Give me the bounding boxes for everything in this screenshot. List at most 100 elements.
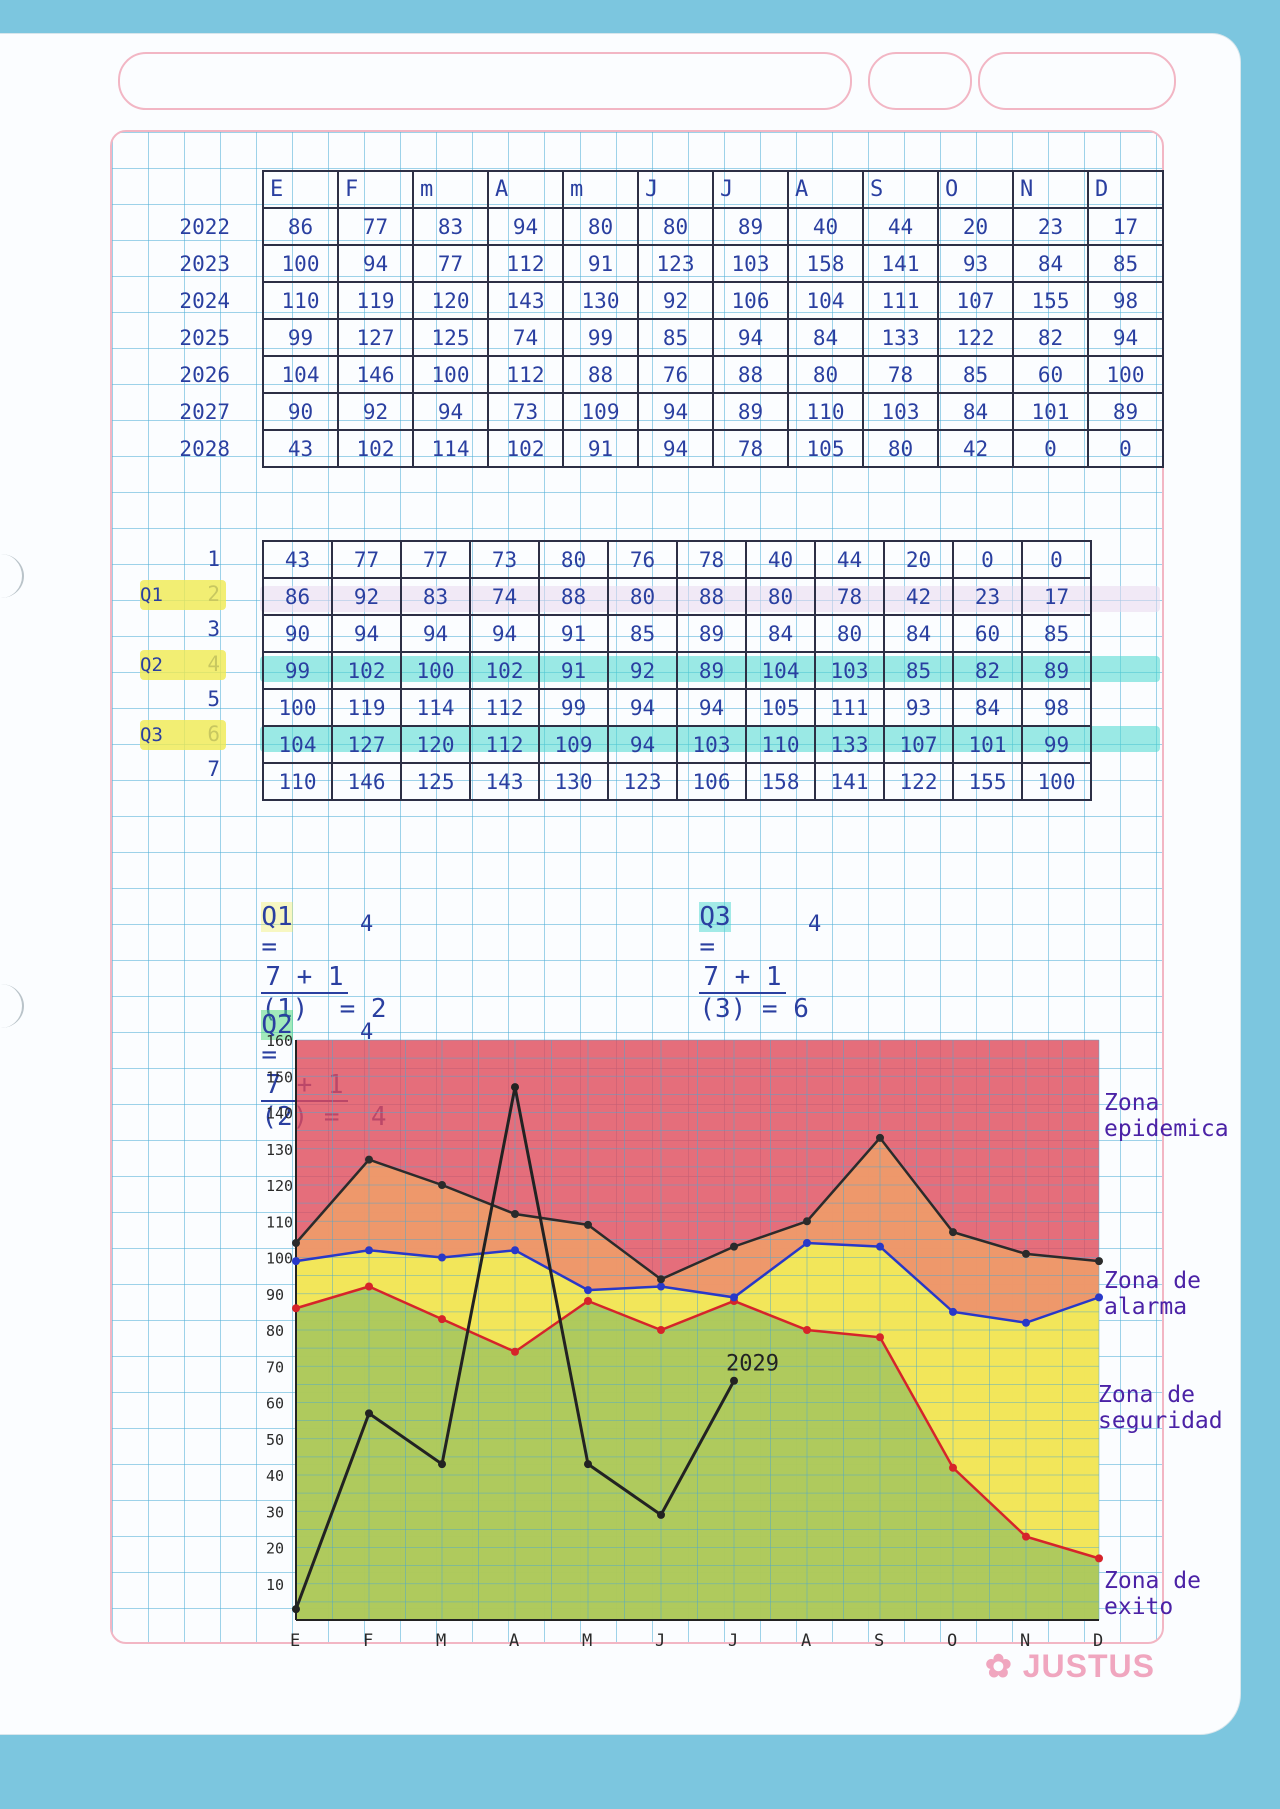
table-cell: 43	[262, 540, 333, 579]
table-cell: 84	[937, 392, 1014, 431]
table-cell: 103	[712, 244, 789, 283]
data-point-q1	[292, 1304, 300, 1313]
table-cell: 125	[400, 762, 471, 801]
x-tick-label: M	[436, 1631, 446, 1651]
year-label: 2028	[179, 437, 230, 461]
table-cell: 119	[331, 688, 402, 727]
x-tick-label: F	[363, 1631, 373, 1651]
q3-formula-label: Q3	[699, 902, 731, 932]
table-cell: 88	[562, 355, 639, 394]
table-cell: 0	[1087, 429, 1164, 468]
table-cell: 94	[400, 614, 471, 653]
q1-formula: Q1 = 7 + 1 (1) = 2 4	[230, 872, 387, 1054]
table-cell: 94	[469, 614, 540, 653]
table-cell: 88	[538, 577, 609, 616]
table-cell: 84	[787, 318, 864, 357]
table-cell: 91	[562, 244, 639, 283]
table-cell: 110	[262, 281, 339, 320]
table-cell: 106	[676, 762, 747, 801]
data-point-y2029	[657, 1510, 665, 1519]
table-cell: 94	[337, 244, 414, 283]
table-cell: 158	[745, 762, 816, 801]
table-cell: 77	[412, 244, 489, 283]
y-tick-label: 110	[266, 1213, 293, 1231]
table-cell: 103	[814, 651, 885, 690]
table-cell: 80	[814, 614, 885, 653]
q1-formula-eq: =	[261, 932, 277, 962]
rank-label: 3	[207, 617, 220, 641]
table-cell: 20	[937, 207, 1014, 246]
y-tick-label: 10	[266, 1576, 284, 1594]
x-tick-label: N	[1020, 1631, 1030, 1651]
q2-formula-label: Q2	[261, 1010, 293, 1040]
data-point-q3	[657, 1275, 665, 1284]
table-cell: 100	[1087, 355, 1164, 394]
table-cell: 86	[262, 207, 339, 246]
table-cell: 100	[262, 688, 333, 727]
y-tick-label: 90	[266, 1286, 284, 1304]
table-cell: 78	[862, 355, 939, 394]
table-cell: 85	[1021, 614, 1092, 653]
q3-formula: Q3 = 7 + 1 (3) = 6 4	[668, 872, 821, 1054]
zone-alarm-fill	[296, 1137, 1099, 1559]
month-header: D	[1087, 170, 1164, 209]
table-cell: 114	[412, 429, 489, 468]
table-cell: 102	[487, 429, 564, 468]
table-cell: 94	[487, 207, 564, 246]
table-cell: 73	[469, 540, 540, 579]
table-row: 110 146 125 143 130 123 106 158 141 122 155 100	[262, 762, 1092, 801]
data-point-q1	[876, 1333, 884, 1342]
table-cell: 100	[412, 355, 489, 394]
table-cell: 99	[538, 688, 609, 727]
table-cell: 110	[745, 725, 816, 764]
series-line-q3	[295, 1135, 1100, 1281]
table-cell: 133	[814, 725, 885, 764]
y-tick-label: 150	[266, 1068, 293, 1086]
table-cell: 20	[883, 540, 954, 579]
table-cell: 88	[712, 355, 789, 394]
table-cell: 80	[562, 207, 639, 246]
table-cell: 100	[1021, 762, 1092, 801]
y-tick-label: 160	[266, 1032, 293, 1050]
table-cell: 85	[1087, 244, 1164, 283]
table-cell: 85	[607, 614, 678, 653]
y-tick-label: 60	[266, 1395, 284, 1413]
zone-label-alarm: Zona de alarma	[1104, 1268, 1201, 1320]
table-cell: 99	[562, 318, 639, 357]
table-cell: 83	[400, 577, 471, 616]
table-cell: 122	[937, 318, 1014, 357]
table-cell: 99	[1021, 725, 1092, 764]
data-point-q2	[584, 1286, 592, 1295]
table-cell: 107	[937, 281, 1014, 320]
table-row: 90 92 94 73 109 94 89 110 103 84 101 89	[262, 392, 1164, 431]
data-point-y2029	[438, 1460, 446, 1469]
data-point-q3	[876, 1133, 884, 1142]
table-cell: 44	[862, 207, 939, 246]
q3-formula-tail: (3) = 6	[699, 994, 809, 1024]
table-cell: 111	[814, 688, 885, 727]
year-label: 2022	[179, 215, 230, 239]
table-cell: 100	[262, 244, 339, 283]
table-cell: 125	[412, 318, 489, 357]
x-tick-label: S	[874, 1631, 884, 1651]
table-cell: 85	[637, 318, 714, 357]
data-point-q2	[511, 1246, 519, 1255]
table-cell: 104	[745, 651, 816, 690]
table-row: 86 92 83 74 88 80 88 80 78 42 23 17	[262, 577, 1092, 616]
table-cell: 84	[883, 614, 954, 653]
table-cell: 23	[952, 577, 1023, 616]
table-cell: 141	[814, 762, 885, 801]
series-line-q2	[295, 1241, 1100, 1325]
year-label: 2027	[179, 400, 230, 424]
zone-label-safety: Zona de seguridad	[1098, 1382, 1223, 1434]
table-cell: 130	[538, 762, 609, 801]
table-cell: 44	[814, 540, 885, 579]
q2-formula-denominator: 4	[360, 1020, 374, 1045]
table-cell: 158	[787, 244, 864, 283]
table-cell: 82	[952, 651, 1023, 690]
table-cell: 86	[262, 577, 333, 616]
table-cell: 80	[538, 540, 609, 579]
table-cell: 123	[607, 762, 678, 801]
table-cell: 83	[412, 207, 489, 246]
